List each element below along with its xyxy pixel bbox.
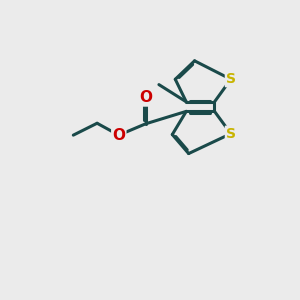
Text: S: S xyxy=(226,127,236,141)
Text: O: O xyxy=(112,128,125,142)
Text: S: S xyxy=(226,72,236,86)
Text: O: O xyxy=(139,91,152,106)
